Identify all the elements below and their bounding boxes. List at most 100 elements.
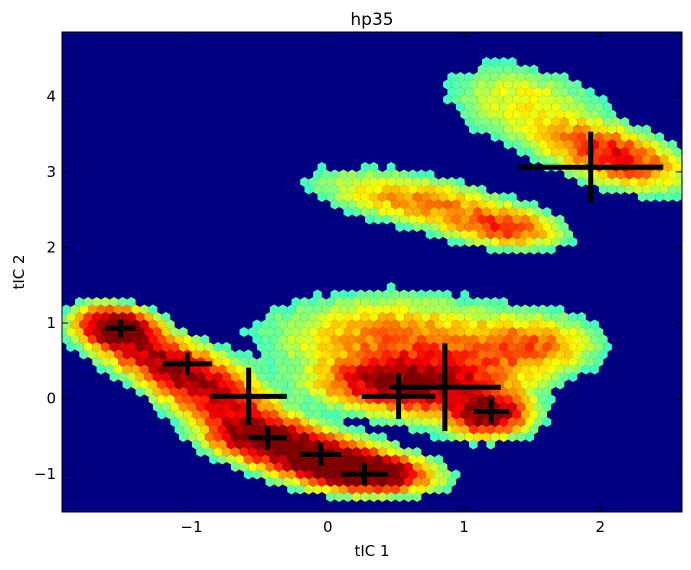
density-hexbin: [551, 117, 560, 127]
density-hexbin: [534, 402, 543, 412]
density-hexbin: [300, 417, 309, 427]
density-hexbin: [191, 379, 201, 390]
density-hexbin: [391, 364, 400, 375]
density-hexbin: [369, 297, 379, 307]
density-hexbin: [356, 184, 366, 195]
density-hexbin: [356, 199, 366, 210]
density-hexbin: [269, 334, 279, 345]
density-hexbin: [269, 379, 279, 390]
density-hexbin: [560, 327, 569, 337]
density-hexbin: [499, 372, 508, 382]
density-hexbin: [330, 319, 340, 330]
density-hexbin: [66, 312, 75, 322]
density-hexbin: [339, 289, 348, 300]
density-hexbin: [295, 349, 305, 360]
density-hexbin: [278, 409, 288, 420]
density-hexbin: [165, 364, 175, 375]
density-hexbin: [347, 349, 357, 360]
density-hexbin: [516, 237, 526, 247]
density-hexbin: [408, 199, 418, 210]
density-hexbin: [525, 207, 534, 217]
density-hexbin: [265, 417, 275, 427]
density-hexbin: [512, 304, 521, 315]
density-hexbin: [538, 409, 547, 420]
density-hexbin: [551, 237, 560, 247]
density-hexbin: [460, 109, 469, 120]
density-hexbin: [607, 154, 617, 165]
density-hexbin: [317, 372, 327, 382]
density-hexbin: [629, 132, 638, 142]
density-hexbin: [611, 117, 621, 127]
density-hexbin: [594, 177, 604, 187]
density-hexbin: [291, 417, 301, 427]
density-hexbin: [187, 387, 197, 397]
density-hexbin: [443, 484, 452, 495]
density-hexbin: [430, 402, 439, 412]
density-hexbin: [434, 214, 444, 225]
density-hexbin: [399, 349, 409, 360]
density-hexbin: [300, 387, 309, 397]
density-hexbin: [144, 357, 153, 367]
density-hexbin: [135, 342, 145, 352]
density-hexbin: [508, 102, 517, 112]
density-hexbin: [196, 372, 205, 382]
density-hexbin: [525, 327, 534, 337]
density-hexbin: [499, 132, 508, 142]
density-hexbin: [456, 372, 465, 382]
density-hexbin: [352, 357, 361, 367]
density-hexbin: [482, 342, 491, 352]
density-hexbin: [521, 394, 530, 405]
density-hexbin: [222, 402, 231, 412]
density-hexbin: [347, 169, 357, 180]
density-hexbin: [512, 139, 521, 150]
density-hexbin: [118, 357, 127, 367]
density-hexbin: [122, 304, 132, 315]
density-hexbin: [469, 214, 478, 225]
density-hexbin: [538, 214, 547, 225]
density-hexbin: [447, 177, 456, 187]
density-hexbin: [508, 117, 517, 127]
density-hexbin: [538, 79, 547, 90]
density-hexbin: [269, 439, 279, 450]
density-hexbin: [321, 439, 331, 450]
density-hexbin: [512, 379, 521, 390]
density-hexbin: [70, 304, 80, 315]
density-hexbin: [235, 379, 244, 390]
density-hexbin: [373, 484, 383, 495]
density-hexbin: [222, 447, 231, 457]
density-hexbin: [477, 424, 487, 435]
density-hexbin: [516, 222, 526, 232]
density-hexbin: [659, 139, 669, 150]
density-hexbin: [529, 334, 539, 345]
density-hexbin: [512, 199, 521, 210]
density-hexbin: [321, 349, 331, 360]
density-hexbin: [243, 469, 253, 480]
density-hexbin: [508, 342, 517, 352]
density-hexbin: [334, 432, 344, 442]
density-hexbin: [334, 342, 344, 352]
density-hexbin: [330, 289, 340, 300]
density-hexbin: [330, 409, 340, 420]
density-hexbin: [378, 372, 387, 382]
density-hexbin: [261, 379, 270, 390]
density-hexbin: [577, 357, 586, 367]
density-hexbin: [616, 169, 625, 180]
density-hexbin: [564, 169, 573, 180]
density-hexbin: [274, 312, 283, 322]
density-hexbin: [598, 154, 608, 165]
density-hexbin: [308, 432, 318, 442]
density-hexbin: [139, 349, 149, 360]
density-hexbin: [356, 424, 366, 435]
density-hexbin: [399, 319, 409, 330]
density-hexbin: [239, 462, 249, 472]
density-hexbin: [356, 304, 366, 315]
density-hexbin: [161, 312, 171, 322]
density-hexbin: [447, 297, 456, 307]
density-hexbin: [495, 199, 504, 210]
density-hexbin: [373, 454, 383, 465]
density-hexbin: [525, 117, 534, 127]
density-hexbin: [521, 139, 530, 150]
density-hexbin: [417, 334, 426, 345]
density-hexbin: [352, 432, 361, 442]
density-hexbin: [581, 334, 591, 345]
